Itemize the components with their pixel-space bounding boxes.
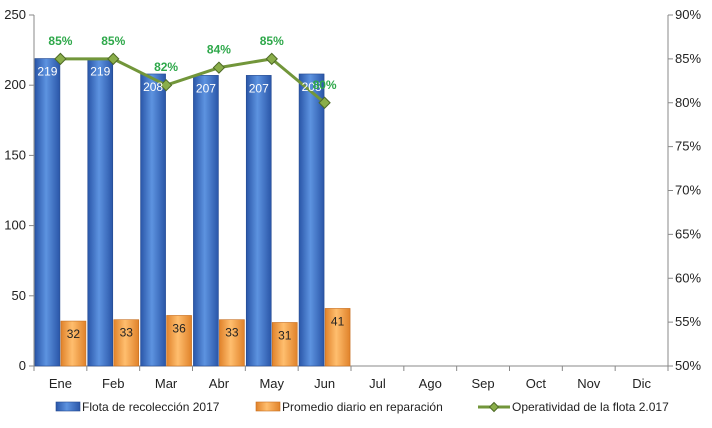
bar-data-label: 219 [90, 65, 110, 79]
bar-data-label: 31 [278, 328, 292, 342]
bar [140, 73, 166, 367]
right-tick-label: 80% [675, 95, 701, 110]
line-point [212, 61, 226, 74]
x-tick-label: Ago [419, 376, 442, 391]
right-tick-label: 70% [675, 183, 701, 198]
bar-data-label: 33 [120, 326, 134, 340]
legend-swatch [55, 401, 81, 412]
bar [324, 308, 351, 367]
line-data-label: 84% [207, 43, 231, 57]
x-tick-label: Jun [314, 376, 335, 391]
left-tick-label: 100 [4, 218, 26, 233]
line-point [54, 52, 67, 66]
legend-label: Promedio diario en reparación [282, 400, 443, 414]
bar [60, 320, 87, 367]
line-series [54, 52, 331, 109]
right-tick-label: 75% [675, 139, 701, 154]
line-point [159, 78, 173, 92]
bar-data-label: 208 [143, 80, 163, 94]
left-tick-label: 0 [19, 358, 26, 373]
bar [193, 75, 219, 367]
legend: Flota de recolección 2017 Promedio diario… [55, 400, 669, 414]
line-point [265, 52, 278, 66]
x-tick-label: Dic [632, 376, 651, 391]
x-tick-label: Jul [369, 376, 386, 391]
legend-marker [488, 401, 500, 413]
legend-swatch [255, 401, 281, 412]
x-tick-label: Sep [472, 376, 495, 391]
line-data-label: 85% [260, 34, 284, 48]
bar [219, 319, 245, 367]
bar-data-label: 33 [225, 326, 239, 340]
bar [113, 319, 140, 367]
series-line [60, 57, 326, 104]
right-tick-label: 55% [675, 314, 701, 329]
right-tick-label: 85% [675, 51, 701, 66]
bar-data-label: 32 [67, 327, 81, 341]
x-tick-label: May [259, 376, 284, 391]
right-tick-label: 65% [675, 226, 701, 241]
data-labels: 219 219 208 207 207 208 32 33 36 33 31 41 85% 85% 82% 8… [37, 34, 344, 343]
x-tick-label: Abr [209, 376, 230, 391]
right-tick-label: 60% [675, 270, 701, 285]
bar [271, 322, 298, 367]
bar-data-label: 41 [331, 314, 345, 328]
left-tick-label: 50 [12, 288, 26, 303]
bar-data-label: 207 [249, 81, 269, 95]
left-tick-label: 200 [4, 77, 26, 92]
right-tick-label: 50% [675, 358, 701, 373]
bars [34, 58, 351, 367]
bar-data-label: 219 [37, 65, 57, 79]
bar-data-label: 208 [302, 80, 322, 94]
legend-label: Operatividad de la flota 2.017 [512, 400, 669, 414]
line-data-label: 82% [154, 60, 178, 74]
left-tick-label: 150 [4, 147, 26, 162]
bar-data-label: 36 [172, 321, 186, 335]
bar [34, 58, 61, 367]
line-point [318, 96, 331, 109]
right-tick-label: 90% [675, 7, 701, 22]
x-tick-label: Ene [49, 376, 72, 391]
line-data-label: 80% [313, 78, 337, 92]
line-data-label: 85% [48, 34, 72, 48]
line-data-label: 85% [101, 34, 125, 48]
line-point [107, 52, 120, 66]
bar [298, 73, 325, 367]
bar [87, 58, 114, 367]
axes: 0 50 100 150 200 250 50% 55% 60% 65% 70% 75% 80% 85% 9… [4, 7, 701, 391]
bar-data-label: 207 [196, 81, 216, 95]
legend-label: Flota de recolección 2017 [82, 400, 220, 414]
left-tick-label: 250 [4, 7, 26, 22]
x-tick-label: Oct [526, 376, 547, 391]
bar [245, 75, 272, 367]
bar [166, 315, 192, 367]
x-tick-label: Mar [155, 376, 178, 391]
x-tick-label: Feb [102, 376, 124, 391]
x-tick-label: Nov [577, 376, 601, 391]
